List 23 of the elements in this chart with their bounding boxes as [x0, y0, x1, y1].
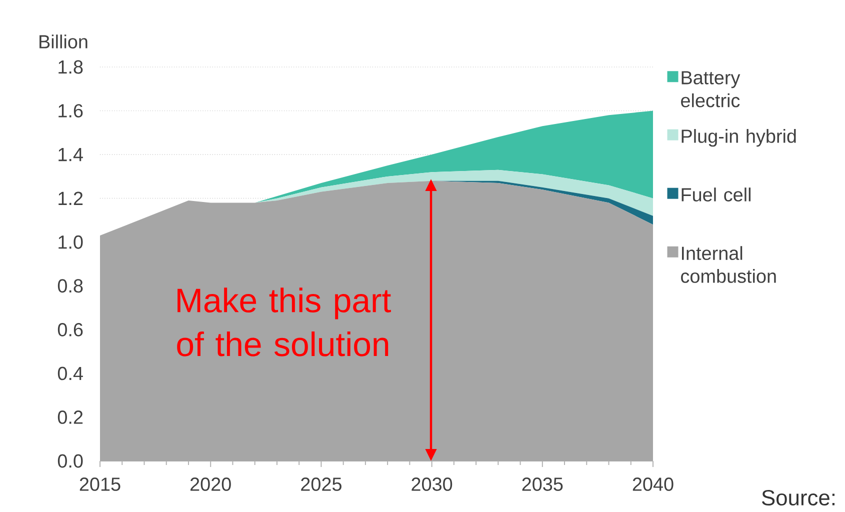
legend-label: Internal combustion — [681, 246, 776, 283]
legend-label: Fuel cell — [682, 188, 750, 202]
y-tick-label: 1.0 — [58, 235, 83, 249]
x-tick-label: 2015 — [80, 478, 120, 491]
x-tick-label: 2035 — [522, 478, 563, 491]
x-tick-label: 2025 — [301, 478, 342, 491]
y-tick-label: 0.4 — [58, 366, 83, 380]
annotation: Make this part of the solution — [177, 288, 391, 356]
x-tick-label: 2030 — [412, 478, 452, 491]
y-tick-label: 0.0 — [58, 454, 83, 468]
y-tick-label: 0.6 — [58, 322, 83, 336]
y-tick-label: 1.2 — [58, 192, 83, 205]
legend-label: Battery electric — [681, 71, 740, 108]
y-tick-label: 1.8 — [58, 60, 83, 74]
y-tick-label: 0.2 — [58, 410, 83, 424]
legend-label: Plug-in hybrid — [682, 129, 796, 147]
y-tick-label: 1.6 — [58, 104, 83, 118]
y-tick-label: 1.4 — [58, 148, 83, 162]
y-axis-title: Billion — [40, 34, 88, 48]
source-note: Source: — [762, 490, 834, 506]
x-tick-label: 2020 — [190, 478, 231, 491]
y-tick-label: 0.8 — [58, 279, 83, 293]
x-tick-label: 2040 — [632, 478, 674, 491]
